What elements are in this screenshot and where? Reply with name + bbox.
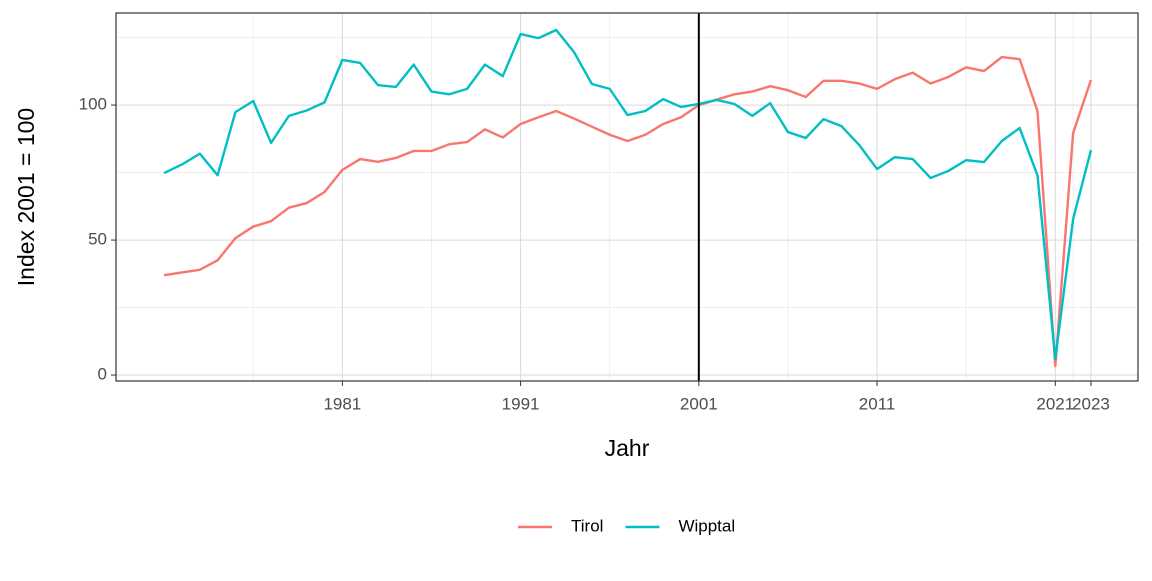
grid (116, 13, 1138, 381)
panel-border (115, 12, 1139, 382)
legend-label: Wipptal (678, 516, 735, 535)
x-tick-label: 2001 (680, 394, 718, 413)
y-tick-label: 50 (88, 230, 107, 249)
x-axis-title: Jahr (605, 435, 650, 461)
line-series (163, 55, 1093, 368)
y-tick-label: 100 (79, 95, 107, 114)
x-tick-label: 2011 (859, 394, 896, 413)
y-axis-title: Index 2001 = 100 (13, 108, 39, 286)
legend-label: Tirol (571, 516, 603, 535)
x-tick-label: 2021 (1036, 394, 1074, 413)
y-tick-label: 0 (98, 365, 107, 384)
plot-area (163, 13, 1093, 381)
line-series (163, 28, 1093, 361)
x-tick-label: 2023 (1072, 394, 1110, 413)
x-tick-label: 1981 (323, 394, 361, 413)
x-tick-label: 1991 (502, 394, 540, 413)
